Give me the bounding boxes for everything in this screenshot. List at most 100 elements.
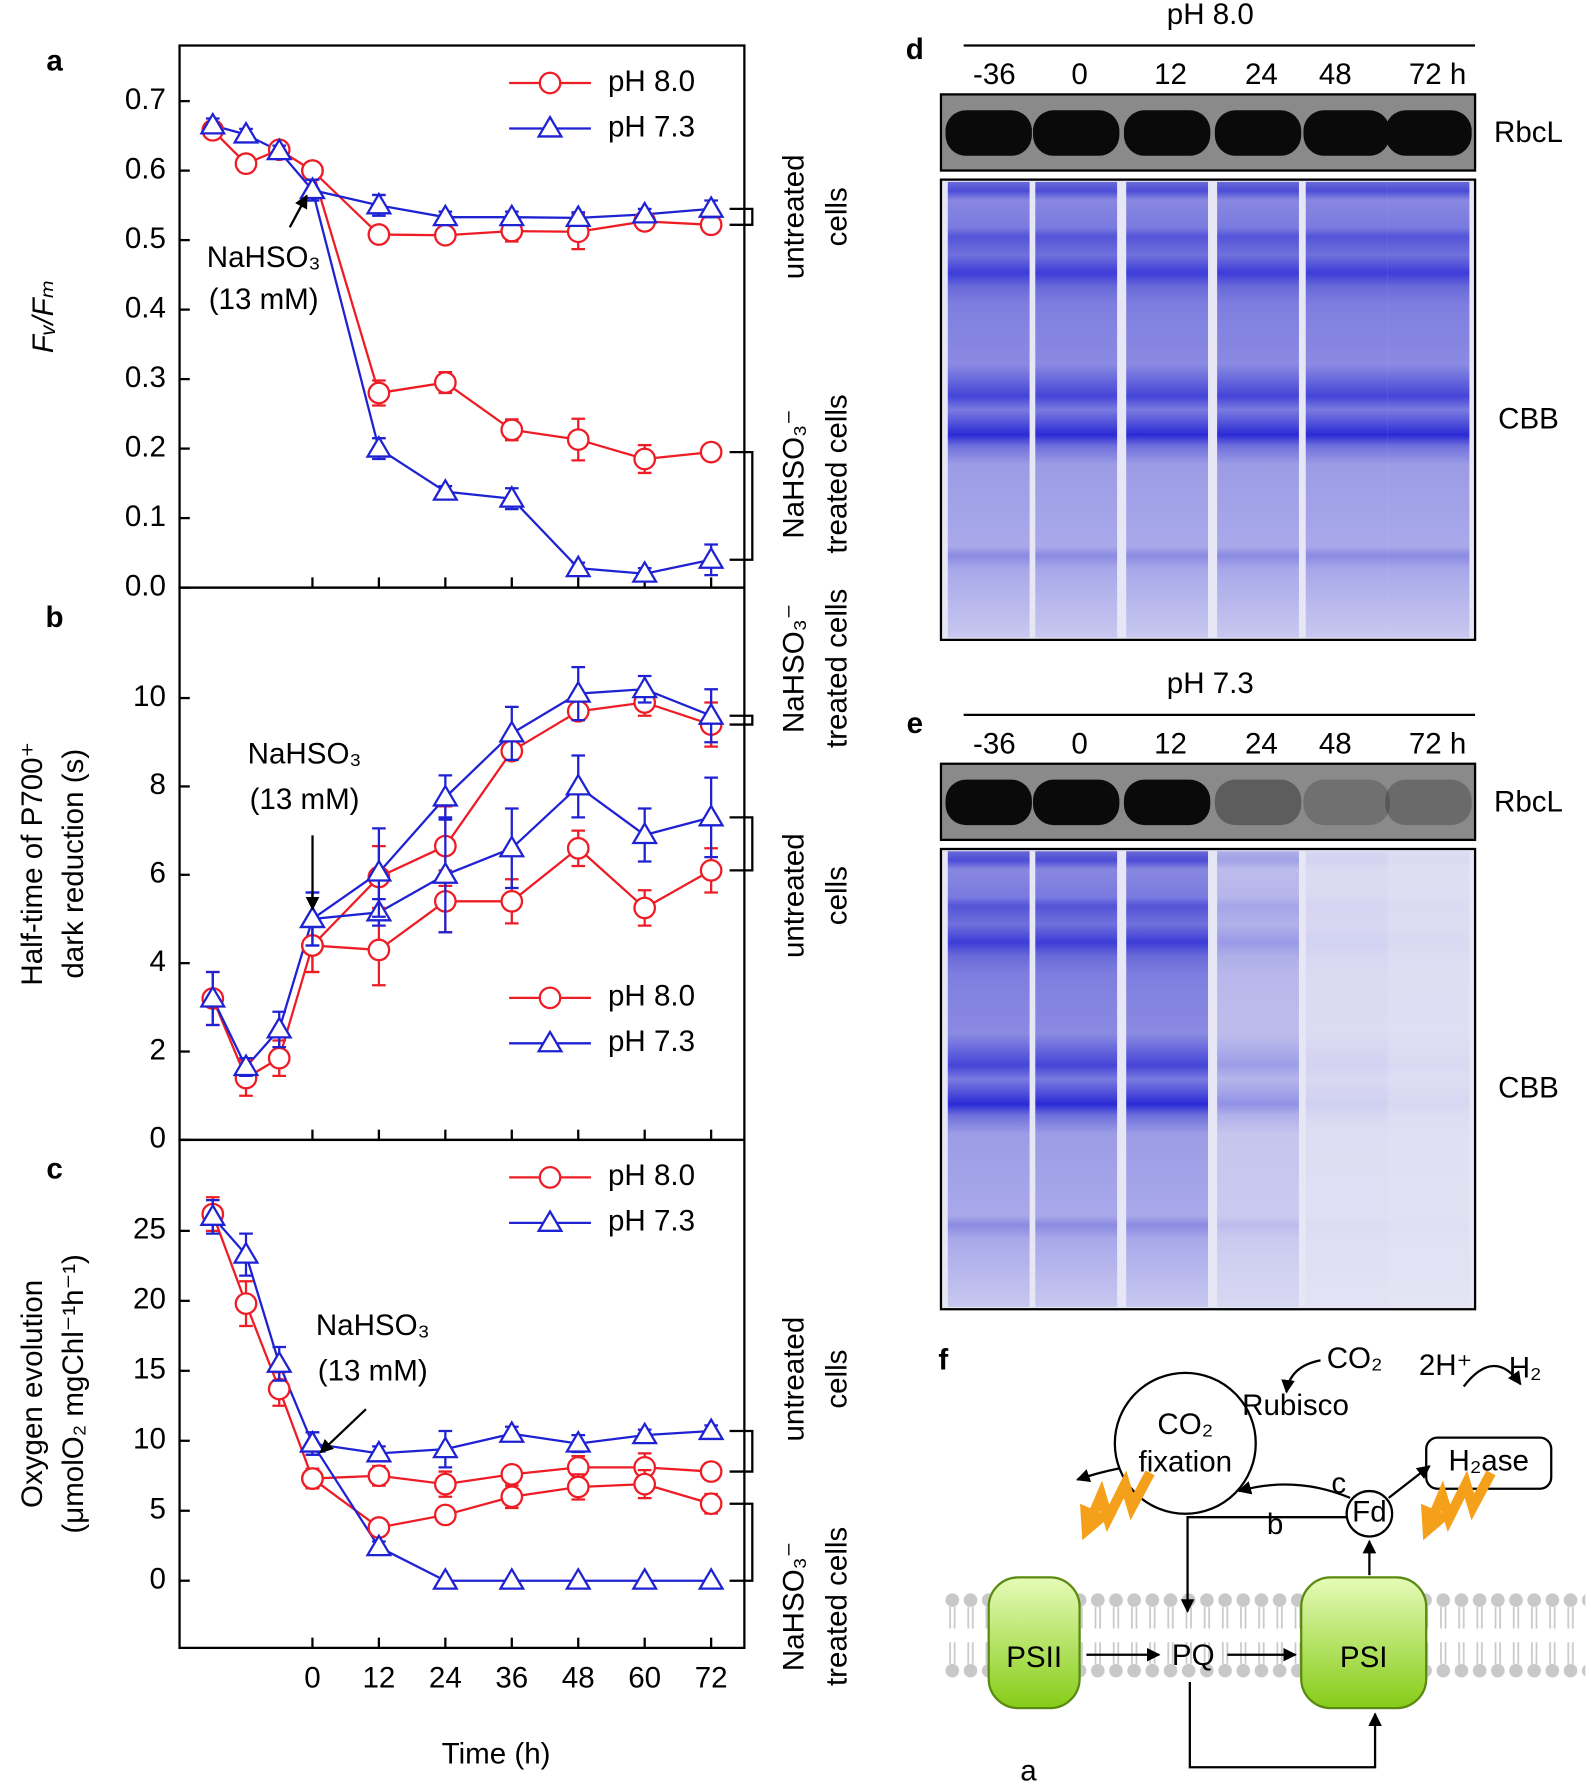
bracket-label: cells [820, 1350, 853, 1409]
y-tick-label: 0.2 [125, 430, 166, 463]
y-tick-label: 0.3 [125, 361, 166, 394]
bracket [729, 1502, 754, 1582]
legend-label: pH 7.3 [608, 1025, 695, 1058]
y-axis-label: Oxygen evolution [16, 1280, 49, 1508]
x-tick-label: 24 [429, 1662, 462, 1695]
series-line [211, 1216, 712, 1455]
marker [498, 485, 526, 508]
bracket-label: NaHSO₃⁻ [777, 1542, 810, 1671]
bracket [729, 714, 754, 726]
y-tick-label: 20 [133, 1283, 166, 1316]
band-label: RbcL [1494, 116, 1563, 149]
diagram-label: PSI [1340, 1641, 1388, 1674]
marker [500, 1462, 524, 1486]
marker [699, 1492, 723, 1516]
gel-title: pH 7.3 [1167, 667, 1254, 700]
marker [564, 772, 592, 796]
bracket [729, 1429, 754, 1473]
diagram-label: CO₂ [1157, 1408, 1213, 1441]
blot-band [945, 779, 1032, 826]
arrow [1076, 1467, 1120, 1483]
band-label: CBB [1498, 402, 1559, 435]
diagram-label: fixation [1139, 1446, 1233, 1479]
marker [631, 200, 659, 224]
marker [367, 223, 391, 246]
x-axis-label: Time (h) [442, 1738, 551, 1771]
y-tick-label: 0.7 [125, 83, 166, 116]
diagram-label: Fd [1352, 1496, 1386, 1529]
marker [433, 371, 457, 394]
arrow [1237, 1481, 1351, 1499]
treatment-label: (13 mM) [318, 1355, 428, 1388]
blot-band [1303, 110, 1390, 156]
gel-lane [1035, 181, 1118, 638]
series-line [211, 1213, 712, 1486]
y-axis-label: Fᵥ/Fₘ [27, 280, 60, 353]
arrow [1462, 1364, 1522, 1388]
marker [367, 938, 391, 962]
diagram-label: a [1020, 1755, 1037, 1788]
bracket-label: untreated [777, 154, 810, 279]
blot-band [1385, 779, 1472, 826]
band-label: CBB [1498, 1072, 1559, 1105]
marker [431, 478, 459, 501]
marker [431, 203, 459, 227]
bracket-label: untreated [777, 1317, 810, 1442]
marker [633, 1472, 657, 1496]
blot-band [1123, 779, 1211, 826]
marker [500, 889, 524, 913]
lane-label: 0 [1071, 727, 1087, 760]
y-tick-label: 0.6 [125, 152, 166, 185]
marker [697, 1567, 725, 1590]
marker [697, 195, 725, 218]
y-tick-label: 15 [133, 1353, 166, 1386]
marker [631, 560, 659, 583]
treatment-arrow [319, 1408, 367, 1454]
arrow [1388, 1465, 1431, 1499]
marker [433, 223, 457, 247]
y-tick-label: 0.5 [125, 222, 166, 255]
series-line [211, 846, 712, 1080]
blot-band [1123, 110, 1211, 156]
bracket-label: cells [820, 866, 853, 925]
panel-label: a [46, 44, 63, 77]
series-line [212, 124, 712, 220]
marker [367, 1464, 391, 1488]
diagram-label: H₂ [1509, 1351, 1542, 1384]
marker [633, 896, 657, 920]
marker [433, 1503, 457, 1527]
y-tick-label: 10 [133, 680, 166, 713]
marker [498, 1420, 526, 1443]
x-tick-label: 60 [628, 1662, 661, 1695]
marker [301, 1467, 324, 1490]
marker [699, 440, 723, 464]
treatment-label: (13 mM) [209, 283, 319, 316]
marker [566, 836, 590, 860]
blot-band [1214, 110, 1302, 156]
marker [267, 1377, 291, 1401]
marker [498, 834, 526, 858]
gel-lane [1035, 851, 1118, 1307]
y-tick-label: 6 [149, 857, 165, 890]
marker [234, 1292, 258, 1315]
legend-label: pH 8.0 [608, 980, 695, 1013]
y-tick-label: 0.4 [125, 291, 166, 324]
legend-marker [536, 1209, 564, 1232]
arrow [1180, 1516, 1347, 1613]
x-tick-label: 36 [495, 1662, 528, 1695]
gel-lane [947, 851, 1030, 1307]
marker [631, 675, 659, 699]
marker [697, 803, 725, 827]
blot-band [945, 110, 1032, 156]
y-tick-label: 2 [149, 1033, 165, 1066]
pathway-diagram [943, 1359, 1586, 1769]
diagram-label: CO₂ [1327, 1342, 1383, 1375]
treatment-arrow [288, 194, 308, 228]
marker [365, 858, 393, 882]
arrow [1188, 1681, 1382, 1769]
lane-label: 0 [1071, 58, 1087, 91]
marker [498, 203, 526, 227]
gel-lane [1217, 851, 1299, 1307]
bracket-label: treated cells [820, 589, 853, 748]
